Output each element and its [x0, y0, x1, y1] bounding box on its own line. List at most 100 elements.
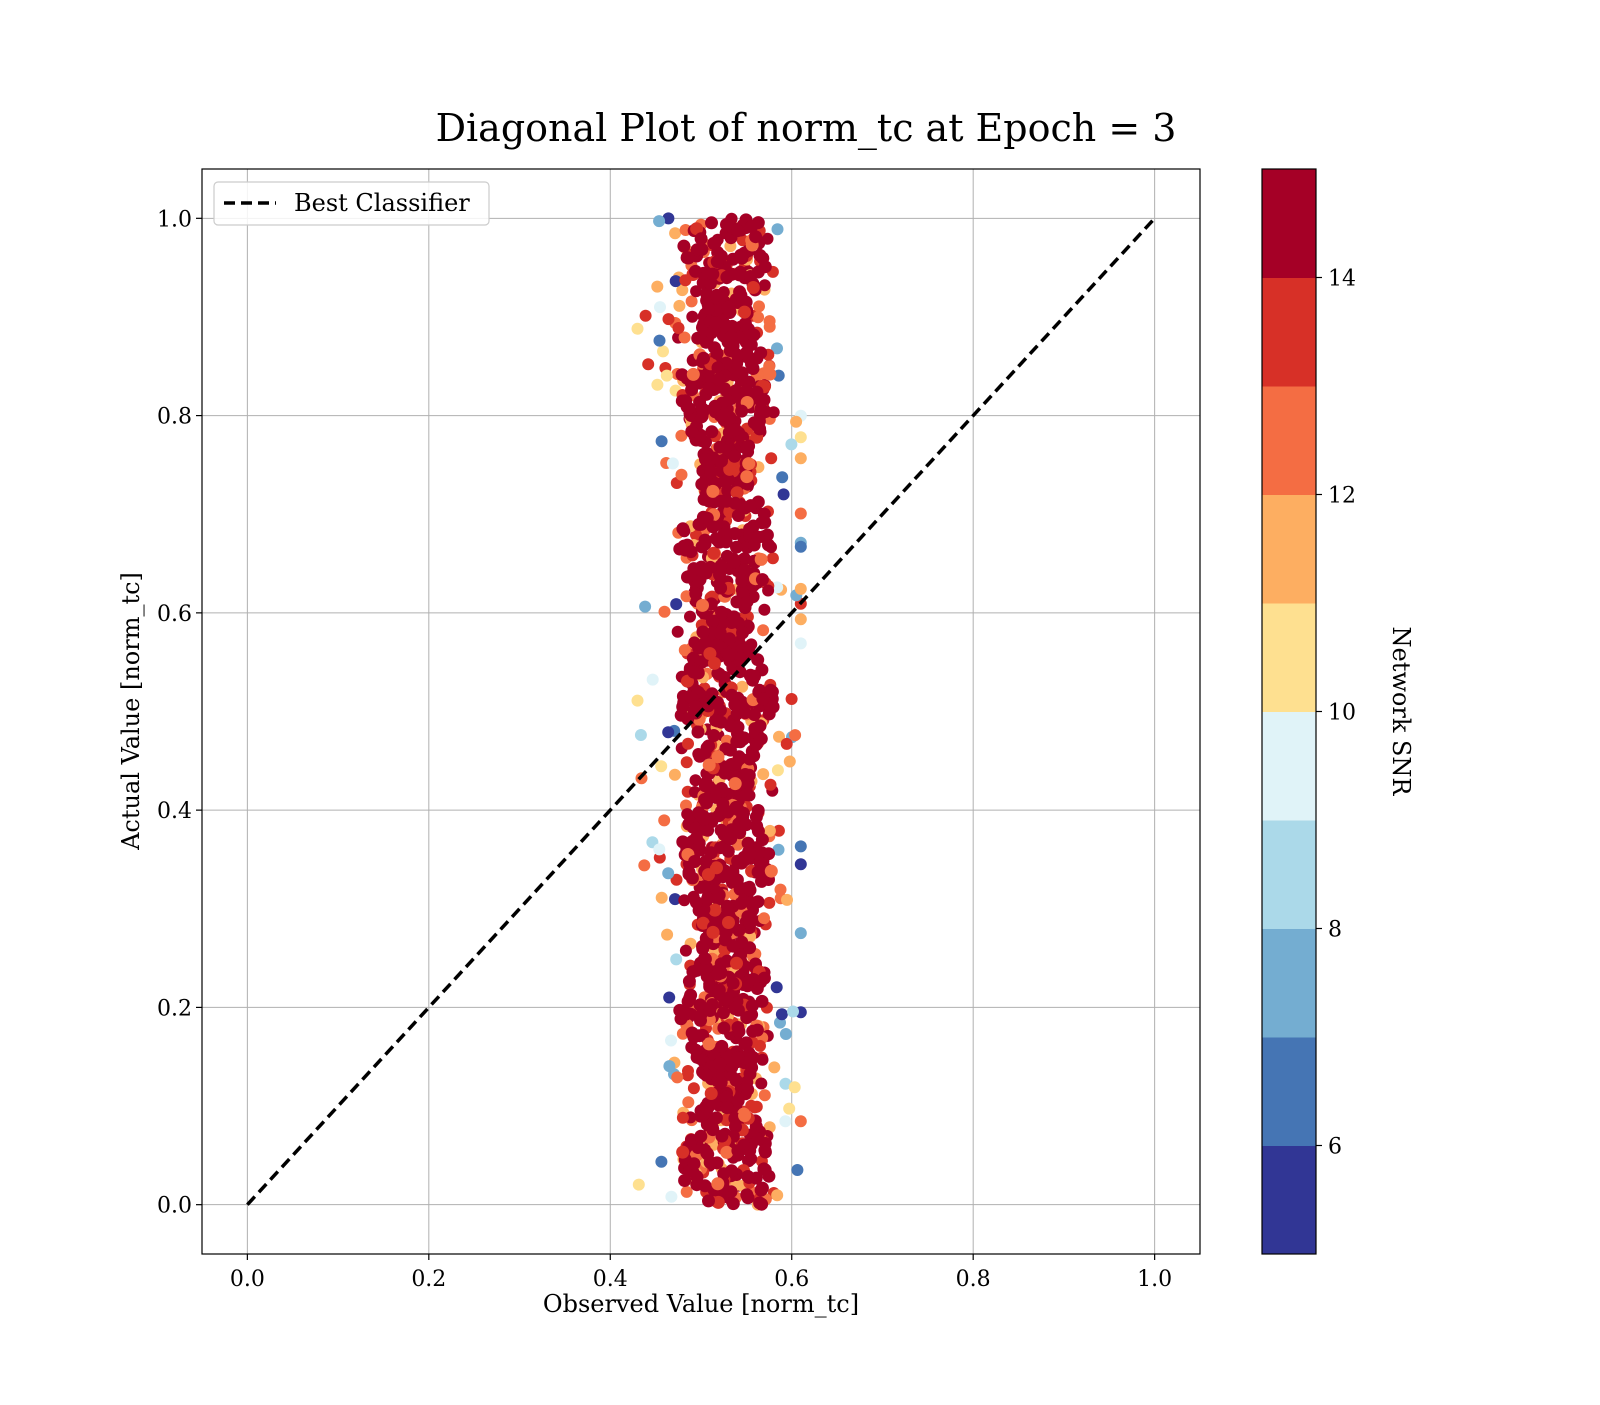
scatter-point: [676, 522, 690, 536]
scatter-point: [668, 768, 681, 781]
line-layer: [246, 217, 1156, 1206]
scatter-point: [720, 1101, 734, 1115]
scatter-point: [682, 737, 694, 750]
scatter-point: [714, 823, 728, 837]
scatter-point: [702, 381, 716, 395]
best-classifier-line: [246, 217, 1156, 1206]
scatter-point: [758, 260, 772, 274]
scatter-point: [727, 555, 741, 569]
scatter-point: [666, 457, 679, 470]
scatter-point: [653, 843, 666, 856]
scatter-point: [709, 1111, 723, 1125]
scatter-point: [719, 742, 733, 756]
scatter-point: [726, 976, 740, 990]
scatter-point: [654, 301, 666, 314]
scatter-point: [729, 1073, 743, 1087]
scatter-point: [686, 367, 700, 381]
scatter-point: [755, 833, 769, 847]
scatter-point: [771, 342, 783, 355]
legend: Best Classifier: [213, 181, 490, 226]
scatter-point: [726, 865, 740, 879]
scatter-point: [697, 822, 711, 836]
y-tick-label: 0.6: [157, 602, 192, 627]
scatter-point: [719, 526, 733, 540]
scatter-point: [791, 1164, 804, 1176]
scatter-point: [731, 1144, 745, 1158]
scatter-point: [758, 603, 771, 616]
scatter-point: [720, 1145, 734, 1159]
scatter-point: [738, 563, 752, 577]
scatter-point: [738, 1109, 752, 1123]
scatter-point: [764, 864, 778, 878]
scatter-point: [794, 507, 807, 520]
scatter-point: [690, 1178, 704, 1192]
scatter-point: [766, 552, 779, 565]
scatter-point: [757, 768, 770, 781]
scatter-point: [794, 840, 807, 853]
scatter-point: [673, 299, 686, 312]
scatter-point: [688, 855, 702, 868]
scatter-point: [655, 891, 668, 904]
scatter-point: [689, 264, 702, 278]
scatter-point: [730, 595, 744, 609]
scatter-point: [764, 778, 777, 791]
scatter-point: [736, 234, 749, 247]
scatter-point: [677, 239, 691, 253]
scatter-point: [642, 358, 655, 371]
scatter-point: [771, 223, 784, 236]
scatter-point: [694, 1129, 708, 1143]
scatter-point: [678, 894, 691, 907]
scatter-point: [692, 1029, 706, 1043]
scatter-point: [715, 454, 728, 468]
scatter-point: [696, 625, 710, 639]
scatter-point: [744, 499, 758, 513]
scatter-point: [736, 731, 750, 745]
scatter-point: [749, 230, 763, 244]
scatter-point: [731, 224, 745, 238]
scatter-point: [690, 285, 703, 298]
scatter-point: [714, 1075, 728, 1089]
scatter-point: [794, 637, 807, 650]
scatter-point: [758, 279, 771, 292]
scatter-point: [755, 1197, 769, 1211]
x-tick-label: 0.0: [230, 1267, 265, 1292]
scatter-point: [794, 613, 807, 626]
scatter-point: [681, 995, 695, 1008]
scatter-point: [678, 644, 691, 657]
scatter-point: [669, 893, 681, 906]
scatter-point: [740, 1011, 754, 1025]
scatter-point: [695, 242, 709, 256]
scatter-point: [704, 465, 718, 479]
scatter-point: [707, 236, 721, 250]
scatter-point: [689, 831, 703, 845]
scatter-point: [731, 720, 745, 734]
scatter-point: [745, 220, 759, 234]
scatter-point: [753, 719, 767, 733]
scatter-point: [655, 1155, 668, 1168]
scatter-point: [662, 726, 675, 739]
scatter-point: [670, 873, 683, 886]
scatter-point: [770, 981, 783, 994]
scatter-point: [768, 1061, 781, 1074]
scatter-point: [705, 614, 719, 628]
scatter-point: [773, 730, 785, 743]
colorbar: 6 8 10 12 14: [1261, 168, 1356, 1255]
scatter-point: [695, 402, 709, 416]
colorbar-segment: [1262, 386, 1316, 495]
colorbar-segment: [1262, 820, 1316, 929]
scatter-point: [695, 477, 709, 491]
scatter-point: [730, 540, 743, 554]
scatter-point: [632, 1178, 645, 1191]
scatter-point: [703, 647, 717, 661]
scatter-point: [719, 535, 733, 549]
colorbar-segment: [1262, 928, 1316, 1038]
scatter-point: [687, 1082, 700, 1095]
scatter-point: [762, 584, 775, 597]
scatter-point: [753, 856, 767, 870]
scatter-point: [758, 1089, 771, 1102]
scatter-point: [631, 694, 644, 707]
colorbar-segment: [1262, 1145, 1316, 1255]
colorbar-tick-label: 6: [1328, 1135, 1342, 1160]
scatter-point: [749, 1120, 763, 1134]
scatter-point: [747, 708, 761, 722]
